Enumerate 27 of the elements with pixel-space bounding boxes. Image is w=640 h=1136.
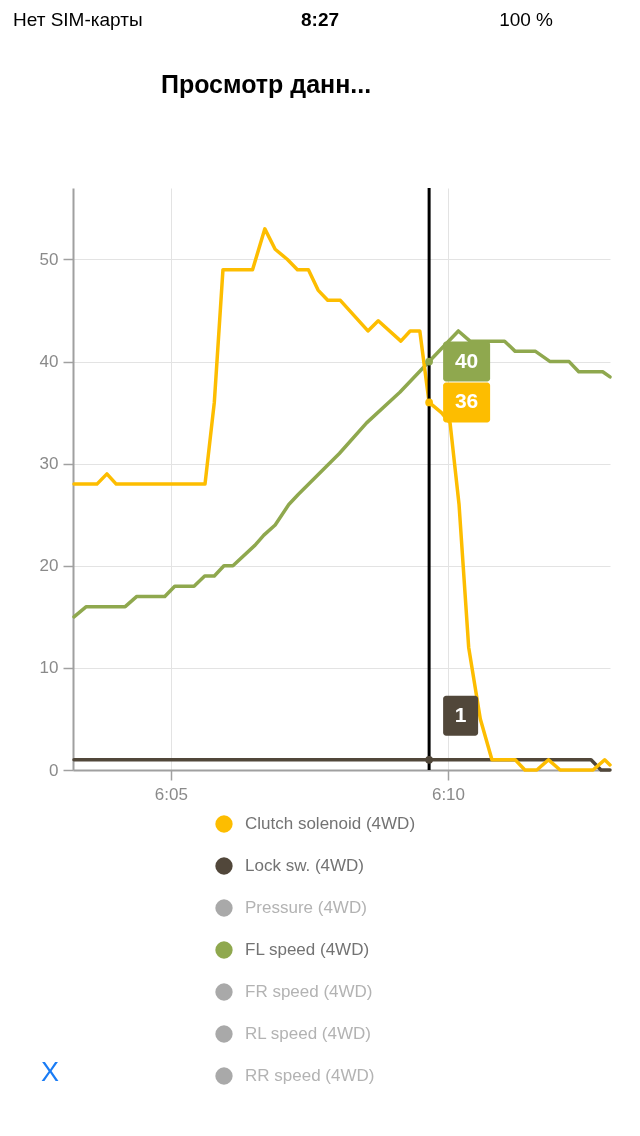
line-series [72, 329, 612, 619]
text: X [40, 1057, 60, 1087]
point [425, 357, 433, 366]
x-tick-label: 6:05 [154, 784, 188, 804]
legend-label: RR speed (4WD) [245, 1066, 375, 1085]
y-tick-label: 30 [39, 454, 59, 474]
y-tick-label: 50 [39, 249, 59, 269]
text: 8:27 [300, 9, 340, 30]
data-label: 36 [454, 389, 479, 413]
legend-label: Pressure (4WD) [245, 898, 367, 917]
text: Нет SIM-карты [13, 9, 143, 30]
point [425, 398, 433, 407]
y-tick-label: 20 [39, 556, 59, 576]
y-tick-label: 0 [49, 760, 59, 780]
legend-label: Clutch solenoid (4WD) [245, 814, 416, 833]
data-label: 40 [454, 348, 479, 372]
chart-title: Просмотр данн... [160, 70, 372, 98]
text: 100 % [499, 9, 554, 30]
y-tick-label: 40 [39, 352, 59, 372]
data-label: 1 [454, 702, 467, 726]
point [425, 755, 433, 764]
legend-label: RL speed (4WD) [245, 1024, 371, 1043]
y-tick-label: 10 [39, 658, 59, 678]
legend-label: FL speed (4WD) [245, 940, 370, 959]
legend-label: Lock sw. (4WD) [245, 856, 365, 875]
legend-label: FR speed (4WD) [245, 982, 373, 1001]
x-tick-label: 6:10 [431, 784, 466, 804]
